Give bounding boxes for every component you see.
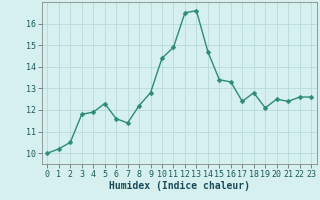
X-axis label: Humidex (Indice chaleur): Humidex (Indice chaleur)	[109, 181, 250, 191]
